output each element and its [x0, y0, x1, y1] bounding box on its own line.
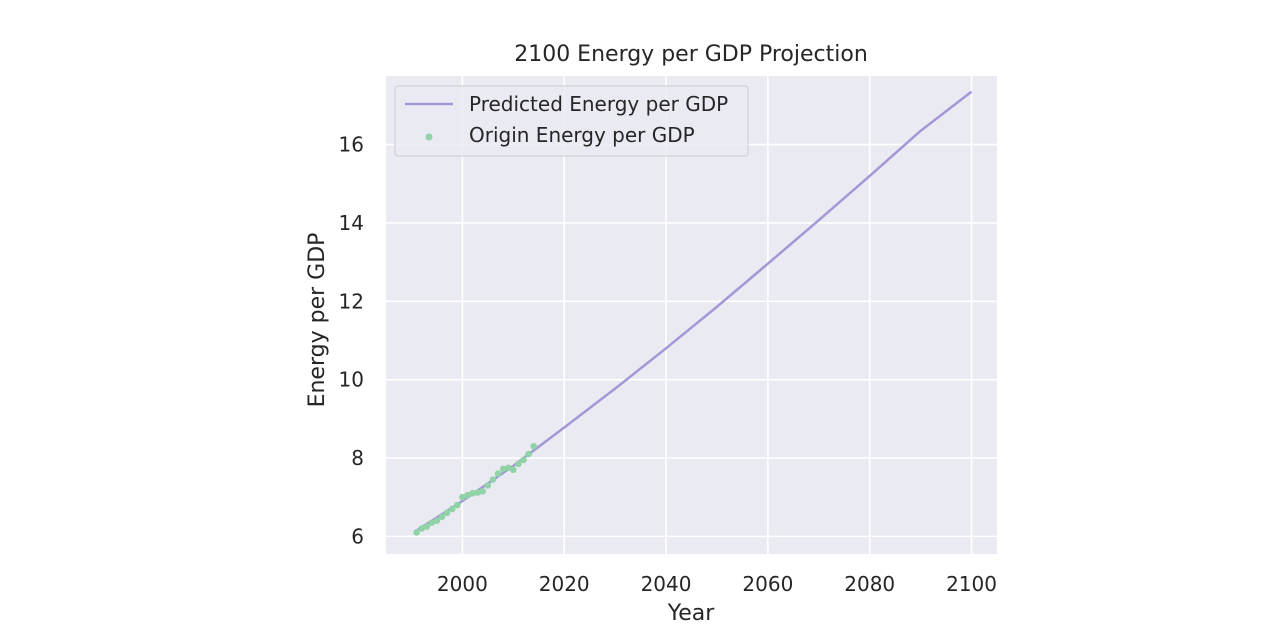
- series-layer: [413, 90, 973, 536]
- x-tick-label: 2080: [844, 572, 895, 596]
- origin-data-point: [479, 488, 487, 495]
- origin-data-point: [433, 517, 441, 524]
- y-tick-label: 10: [339, 368, 364, 392]
- origin-data-point: [464, 491, 471, 499]
- origin-data-point: [474, 489, 481, 496]
- origin-data-point: [438, 513, 446, 521]
- origin-data-point: [443, 509, 451, 517]
- origin-data-point: [494, 470, 502, 477]
- origin-data-point: [423, 523, 431, 530]
- origin-data-point: [509, 466, 517, 474]
- origin-data-point: [428, 519, 436, 526]
- origin-data-point: [453, 501, 461, 509]
- x-tick-label: 2100: [946, 572, 997, 596]
- legend-label-origin: Origin Energy per GDP: [469, 123, 695, 147]
- chart-title: 2100 Energy per GDP Projection: [514, 42, 868, 67]
- legend: Predicted Energy per GDP Origin Energy p…: [394, 85, 749, 157]
- y-tick-label: 14: [339, 211, 364, 235]
- y-tick-label: 12: [339, 289, 364, 313]
- ticks-layer: 2000 2020 2040 2060 2080 2100 6 8 10 12 14 16: [339, 133, 997, 596]
- y-tick-label: 6: [351, 524, 364, 548]
- origin-data-point: [413, 529, 420, 536]
- legend-label-predicted: Predicted Energy per GDP: [469, 92, 728, 116]
- y-tick-label: 16: [339, 133, 364, 157]
- origin-data-point: [499, 465, 507, 473]
- origin-data-point: [448, 505, 456, 513]
- origin-data-point: [520, 456, 527, 464]
- x-tick-label: 2040: [641, 572, 692, 596]
- origin-data-point: [515, 460, 522, 468]
- origin-data-point: [418, 525, 425, 532]
- origin-data-point: [484, 482, 492, 489]
- y-axis-label: Energy per GDP: [305, 233, 330, 408]
- origin-data-point: [530, 442, 537, 450]
- x-axis-label: Year: [667, 601, 716, 624]
- origin-data-point: [489, 476, 497, 483]
- legend-box: [394, 85, 749, 157]
- x-tick-label: 2020: [539, 572, 590, 596]
- x-tick-label: 2060: [742, 572, 793, 596]
- legend-dot-swatch: [425, 133, 433, 141]
- origin-data-point: [504, 464, 512, 472]
- y-tick-label: 8: [351, 446, 364, 470]
- x-tick-label: 2000: [437, 572, 488, 596]
- origin-data-point: [469, 489, 476, 497]
- origin-data-point: [459, 493, 466, 501]
- origin-data-point: [525, 450, 532, 458]
